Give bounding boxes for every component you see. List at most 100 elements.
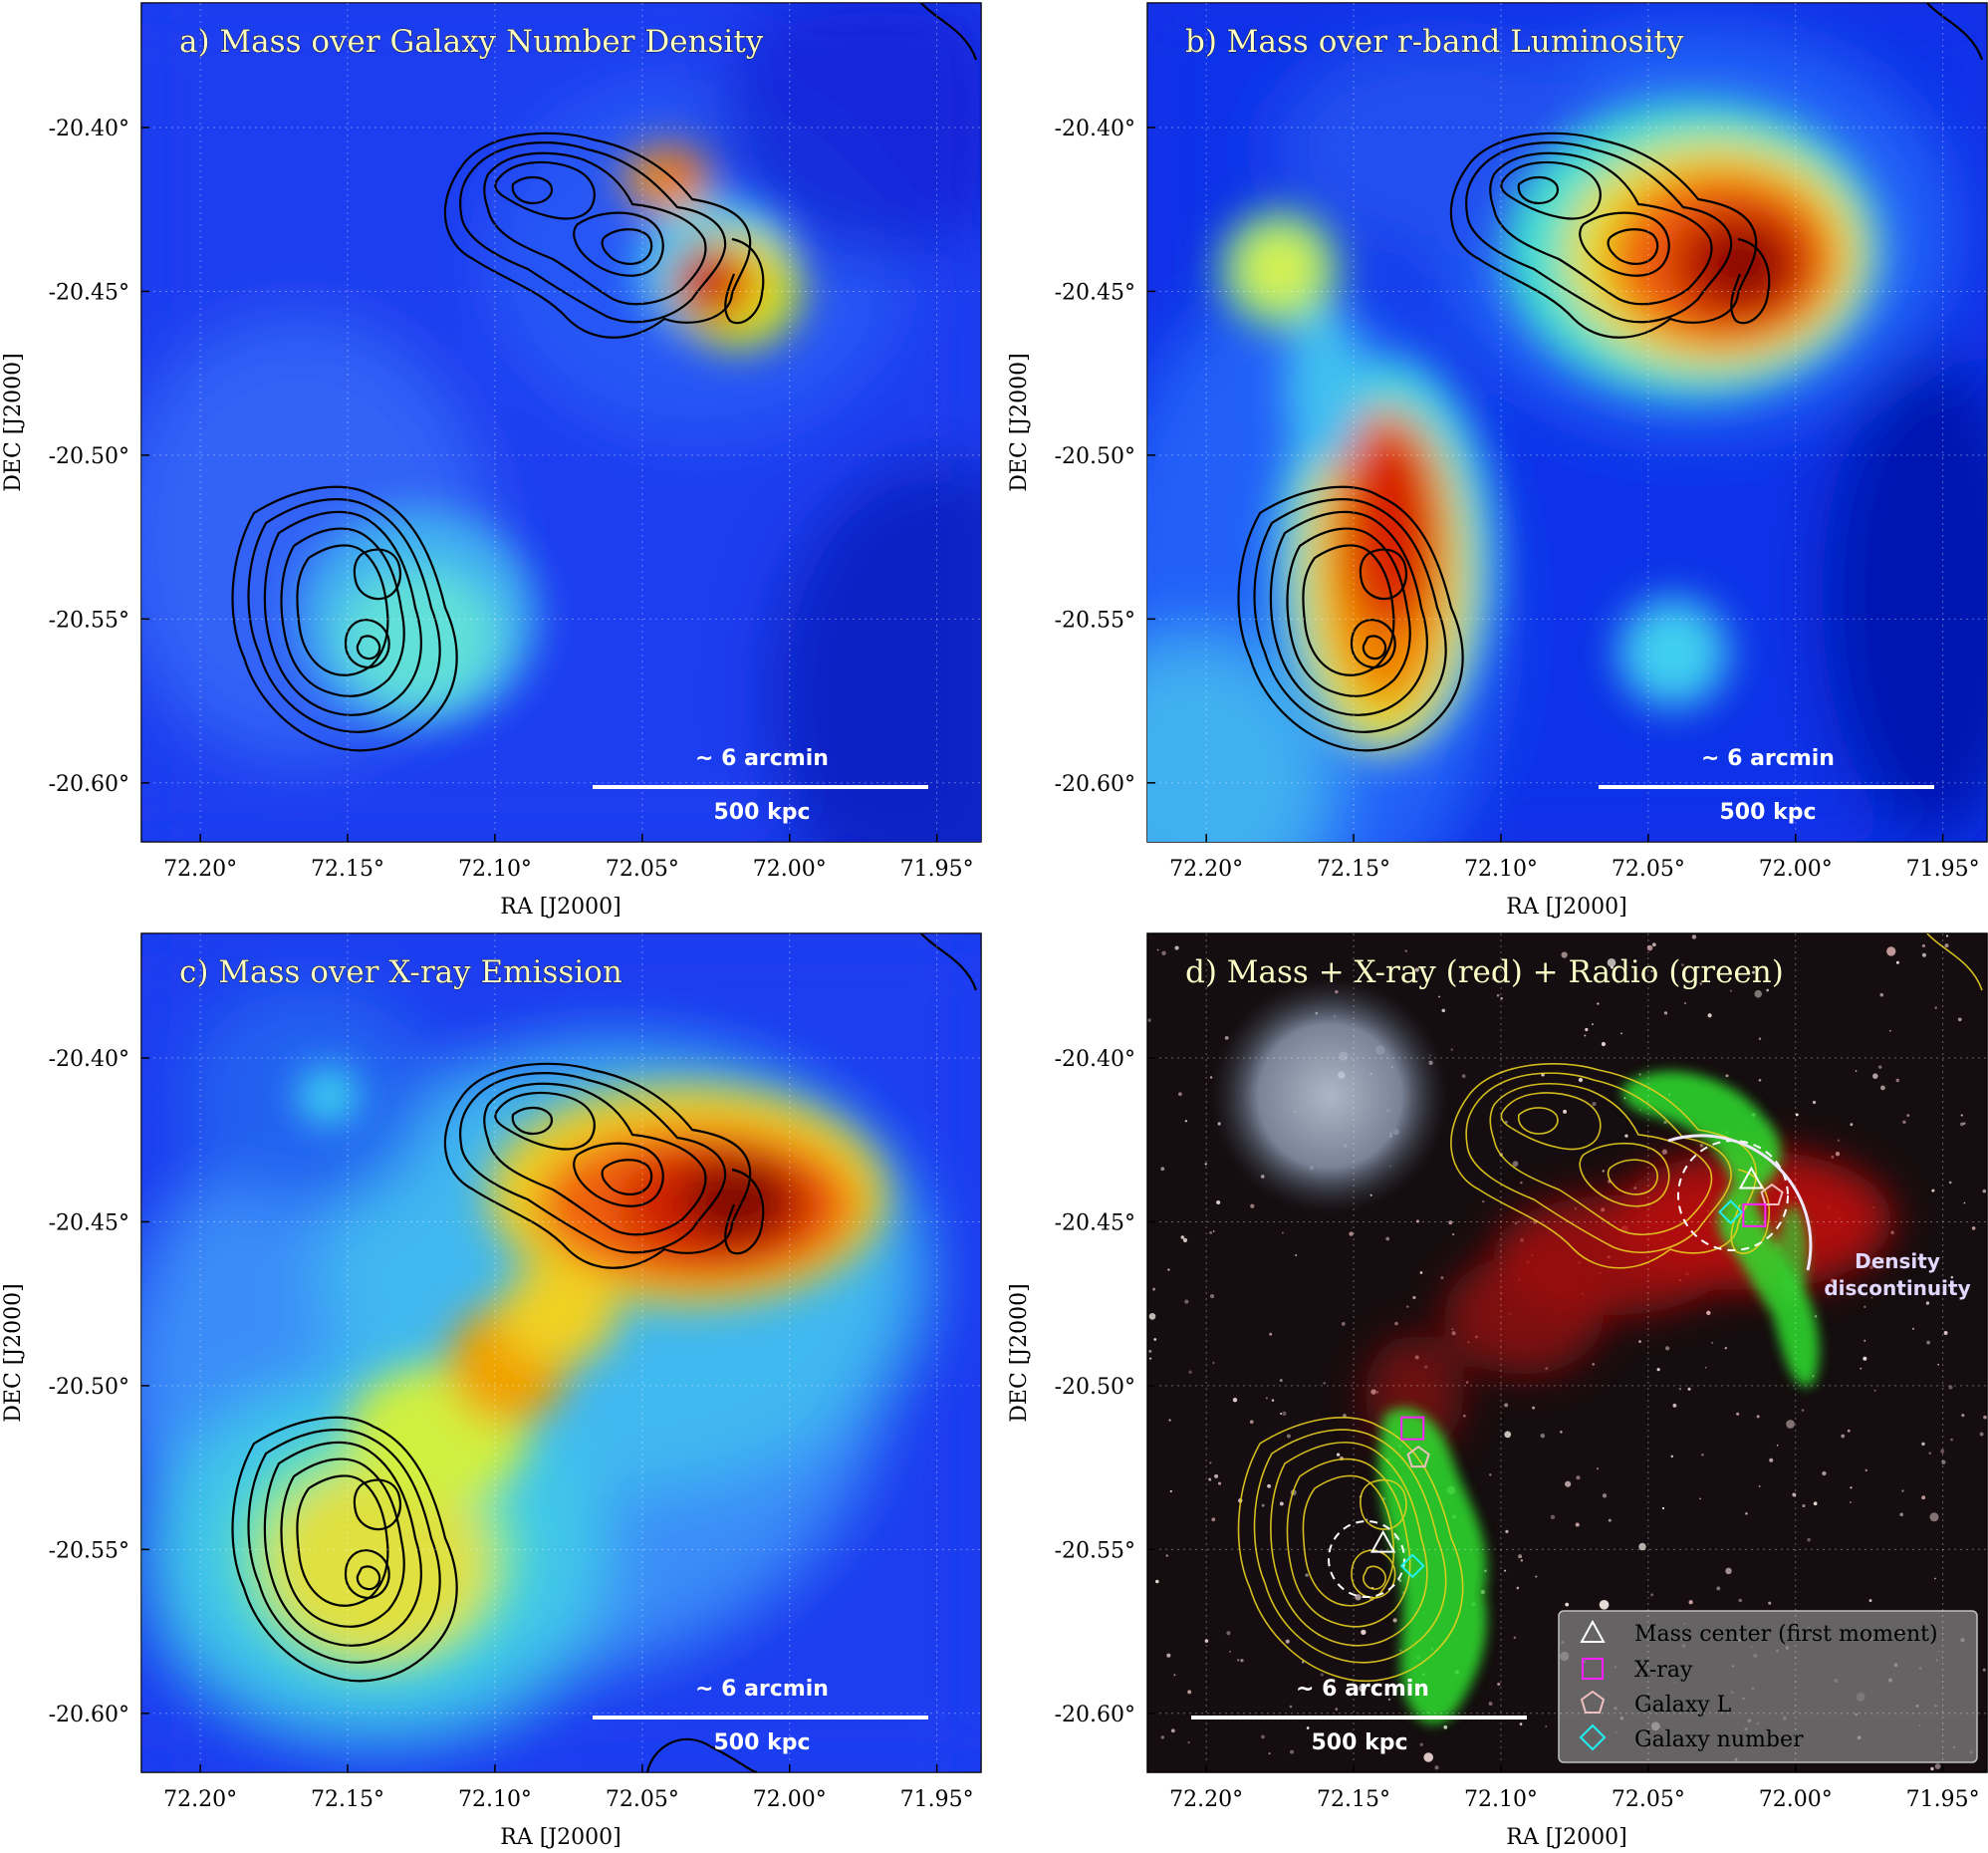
x-tick-label: 72.20° — [163, 1787, 237, 1812]
star — [1147, 1018, 1151, 1022]
x-tick-label: 72.10° — [1464, 857, 1538, 882]
star — [1434, 1765, 1439, 1770]
star — [1963, 1201, 1966, 1204]
panel-d-legend: Mass center (first moment) X-ray Galaxy … — [1558, 1610, 1978, 1763]
star — [1168, 1419, 1171, 1422]
star — [1738, 1598, 1742, 1603]
star — [1504, 1403, 1509, 1408]
star — [1448, 1220, 1453, 1225]
panel-d-markers — [1369, 1166, 1784, 1579]
star — [1661, 1149, 1668, 1155]
star — [1289, 1749, 1295, 1754]
star — [1850, 1123, 1854, 1127]
star — [1691, 934, 1697, 939]
x-tick-label: 72.05° — [1612, 1787, 1685, 1812]
star — [1979, 1432, 1984, 1437]
star — [1890, 1230, 1894, 1234]
star — [1597, 1002, 1600, 1005]
panel-c-scalebar-top: ~ 6 arcmin — [695, 1677, 829, 1702]
star — [1450, 1048, 1453, 1051]
star — [1751, 970, 1755, 974]
star — [1267, 1483, 1271, 1488]
star — [1683, 986, 1686, 989]
legend-label-mass-center: Mass center (first moment) — [1634, 1622, 1938, 1647]
marker-square — [1742, 1202, 1767, 1227]
star — [1305, 1573, 1309, 1577]
star — [1902, 1120, 1906, 1125]
star — [1941, 1459, 1946, 1464]
star — [1921, 1495, 1926, 1500]
x-tick-label: 72.00° — [753, 1787, 827, 1812]
star — [1638, 1340, 1641, 1343]
star — [1451, 1233, 1455, 1236]
star — [1173, 1674, 1176, 1677]
star — [1491, 975, 1496, 981]
panel-b-scalebar-top: ~ 6 arcmin — [1701, 746, 1835, 771]
star — [1249, 1420, 1254, 1425]
panel-c-contours — [231, 933, 978, 1772]
star — [1496, 993, 1500, 997]
star — [1148, 1357, 1152, 1360]
star — [1504, 1569, 1507, 1572]
star — [1879, 992, 1884, 997]
star — [1268, 1752, 1271, 1755]
star — [1212, 1230, 1215, 1232]
star — [1188, 1370, 1192, 1374]
star — [1155, 1579, 1159, 1584]
star — [1607, 958, 1616, 967]
star — [1250, 1203, 1255, 1208]
star — [1665, 1346, 1670, 1351]
star — [1295, 1254, 1298, 1256]
panel-c: c) Mass over X-ray Emission ~ 6 arcmin 5… — [1, 932, 982, 1850]
star — [1404, 949, 1407, 952]
x-tick-label: 72.00° — [1759, 857, 1833, 882]
legend-entry-galaxy-l: Galaxy L — [1580, 1690, 1732, 1718]
star — [1870, 1296, 1873, 1299]
star — [1934, 1763, 1941, 1769]
density-annotation-line1: Density — [1855, 1249, 1940, 1273]
marker-triangle — [1369, 1529, 1396, 1553]
panel-c-axes: 72.20° 72.15° 72.10° 72.05° 72.00° 71.95° -20.… — [49, 933, 981, 1812]
star — [1361, 1629, 1367, 1636]
panel-a-title: a) Mass over Galaxy Number Density — [179, 24, 764, 60]
star — [1320, 1673, 1324, 1677]
star — [1281, 1231, 1284, 1234]
star — [1261, 1734, 1265, 1739]
star — [1584, 1034, 1587, 1037]
star — [1830, 1278, 1835, 1283]
star — [1209, 1230, 1213, 1234]
star — [1240, 1659, 1244, 1663]
star — [1683, 1001, 1687, 1005]
star — [1343, 1414, 1347, 1418]
y-tick-label: -20.45° — [1055, 280, 1135, 305]
star — [1187, 1741, 1190, 1744]
star — [1945, 934, 1949, 937]
x-tick-label: 72.05° — [1612, 857, 1685, 882]
star — [1651, 942, 1656, 947]
star — [1699, 1497, 1701, 1500]
x-tick-label: 72.00° — [1759, 1787, 1833, 1812]
star — [1950, 1275, 1954, 1279]
legend-entry-mass-center: Mass center (first moment) — [1580, 1619, 1938, 1647]
star — [1204, 1163, 1207, 1166]
star — [1934, 1577, 1936, 1580]
star — [1841, 1434, 1846, 1439]
panel-d: d) Mass + X-ray (red) + Radio (green) De… — [1007, 932, 1988, 1850]
star — [1578, 1077, 1584, 1083]
y-tick-label: -20.40° — [1055, 1047, 1135, 1072]
star — [1899, 1512, 1904, 1517]
star — [1670, 1455, 1673, 1458]
star — [1599, 1599, 1610, 1610]
star — [1302, 1661, 1305, 1664]
star — [1148, 1313, 1156, 1320]
x-tick-label: 71.95° — [900, 1787, 974, 1812]
star — [1754, 989, 1763, 998]
legend-entry-xray: X-ray — [1582, 1658, 1693, 1683]
x-tick-label: 72.10° — [458, 1787, 532, 1812]
star — [1440, 1276, 1444, 1280]
star — [1497, 1682, 1501, 1687]
star — [1387, 1698, 1391, 1701]
star — [1888, 1029, 1891, 1032]
star — [1699, 1144, 1704, 1148]
